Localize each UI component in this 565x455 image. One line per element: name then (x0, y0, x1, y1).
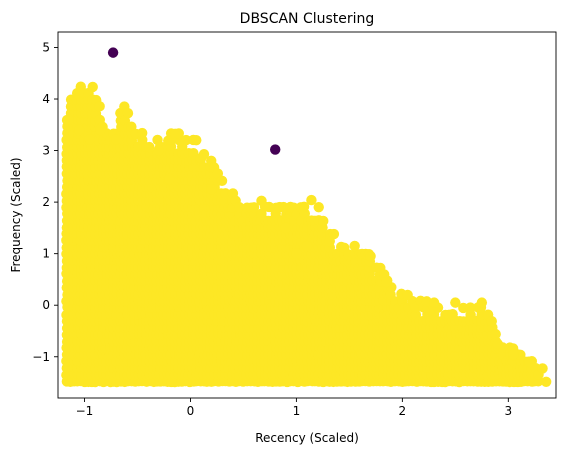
core-point (87, 81, 98, 93)
core-point (248, 202, 260, 213)
y-tick-label: 2 (42, 195, 50, 209)
core-point (492, 338, 503, 350)
x-tick-label: 2 (399, 404, 407, 418)
core-point (220, 188, 231, 199)
noise-point (270, 144, 281, 155)
y-tick-label: 1 (42, 247, 50, 261)
x-tick-label: 1 (293, 404, 301, 418)
noise-point (107, 47, 119, 58)
core-point (216, 175, 228, 187)
core-point (95, 124, 106, 136)
core-point (428, 297, 440, 308)
y-tick-label: 0 (42, 298, 50, 312)
core-point (465, 302, 476, 313)
y-axis: −1 0 1 2 3 4 5 (32, 40, 58, 364)
core-point (318, 215, 329, 227)
core-point (94, 101, 105, 112)
core-point (195, 153, 207, 164)
y-tick-label: 3 (42, 144, 50, 158)
x-axis: −1 0 1 2 3 (76, 398, 512, 418)
x-axis-label: Recency (Scaled) (255, 431, 359, 445)
core-point (381, 276, 392, 288)
core-point (313, 201, 324, 213)
core-point (490, 328, 501, 340)
x-tick-label: 3 (504, 404, 512, 418)
x-tick-label: 0 (187, 404, 195, 418)
core-point (144, 141, 155, 153)
points-layer (61, 47, 552, 388)
core-point (306, 194, 317, 206)
core-point (191, 134, 202, 146)
core-point (173, 128, 184, 139)
core-point (349, 240, 360, 252)
y-tick-label: −1 (32, 350, 50, 364)
core-point (291, 248, 302, 259)
core-point (153, 145, 164, 156)
y-axis-label: Frequency (Scaled) (9, 157, 23, 272)
core-point (486, 316, 497, 327)
core-point (122, 108, 134, 119)
core-point (280, 222, 292, 234)
core-point (537, 363, 548, 374)
core-point (450, 297, 461, 308)
core-point (524, 356, 535, 368)
core-point (402, 289, 413, 301)
core-point (301, 240, 313, 252)
core-point (298, 201, 310, 212)
core-point (164, 173, 175, 185)
core-point (365, 251, 376, 262)
core-point (136, 127, 148, 139)
core-point (206, 184, 217, 195)
core-point (84, 134, 95, 145)
y-tick-label: 5 (42, 40, 50, 54)
core-point (476, 297, 488, 308)
core-point (328, 228, 340, 240)
x-tick-label: −1 (76, 404, 94, 418)
plot-frame (57, 31, 557, 399)
core-point (540, 376, 552, 387)
core-point (111, 134, 122, 145)
core-point (63, 114, 74, 125)
y-tick-label: 4 (42, 92, 50, 106)
core-point (180, 134, 192, 146)
core-point (234, 201, 245, 213)
chart-title: DBSCAN Clustering (240, 11, 375, 27)
core-point (508, 348, 519, 360)
core-point (73, 124, 85, 136)
